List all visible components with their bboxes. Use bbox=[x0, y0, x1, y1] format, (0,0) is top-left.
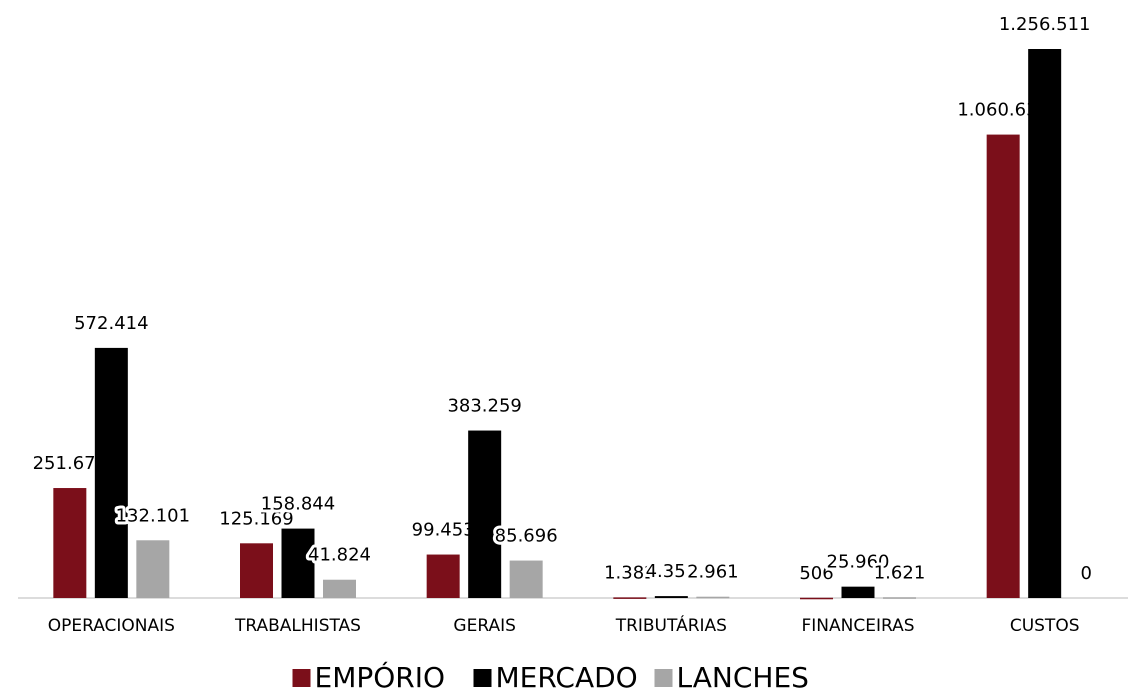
data-label: 1.621 bbox=[874, 562, 926, 583]
legend-swatch bbox=[473, 669, 492, 687]
legend-label: LANCHES bbox=[677, 661, 809, 691]
bar bbox=[426, 554, 460, 598]
data-label: 506 bbox=[799, 563, 833, 584]
data-label: 132.101 bbox=[116, 505, 190, 526]
bar bbox=[468, 430, 502, 598]
data-label: 25.960 bbox=[827, 552, 890, 573]
x-tick-label: TRABALHISTAS bbox=[234, 616, 361, 636]
data-label: 0 bbox=[1080, 563, 1091, 584]
x-tick-label: GERAIS bbox=[453, 616, 515, 636]
data-label: 4.351 bbox=[646, 561, 698, 582]
data-label: 2.961 bbox=[687, 562, 739, 583]
data-label: 383.259 bbox=[447, 396, 521, 417]
bar bbox=[509, 560, 543, 598]
bar bbox=[323, 579, 356, 598]
data-label: 41.824 bbox=[308, 545, 371, 566]
bar bbox=[986, 134, 1020, 598]
bar bbox=[883, 597, 916, 599]
bar bbox=[281, 528, 315, 598]
legend-swatch bbox=[654, 669, 673, 687]
x-tick-label: OPERACIONAIS bbox=[48, 616, 175, 636]
x-tick-label: TRIBUTÁRIAS bbox=[615, 614, 727, 636]
bar bbox=[136, 540, 170, 598]
data-label: 99.453 bbox=[412, 520, 475, 541]
x-tick-label: CUSTOS bbox=[1010, 616, 1080, 636]
data-label: 1.382 bbox=[604, 562, 656, 583]
bar bbox=[240, 543, 273, 598]
legend-label: MERCADO bbox=[496, 661, 638, 691]
bar bbox=[53, 488, 87, 598]
data-label: 158.844 bbox=[261, 494, 335, 515]
data-label: 125.169 bbox=[219, 508, 293, 529]
bar bbox=[841, 586, 875, 598]
x-tick-label: FINANCEIRAS bbox=[801, 616, 914, 636]
bar bbox=[94, 347, 128, 598]
bar bbox=[613, 597, 647, 599]
bar bbox=[1028, 49, 1062, 599]
data-label: 1.256.511 bbox=[999, 14, 1091, 35]
bar bbox=[696, 596, 730, 599]
legend-swatch bbox=[292, 669, 311, 687]
data-label: 572.414 bbox=[74, 313, 148, 334]
data-label: 85.696 bbox=[495, 526, 558, 547]
bar bbox=[800, 597, 833, 600]
bar bbox=[654, 596, 688, 598]
legend-label: EMPÓRIO bbox=[315, 660, 446, 691]
